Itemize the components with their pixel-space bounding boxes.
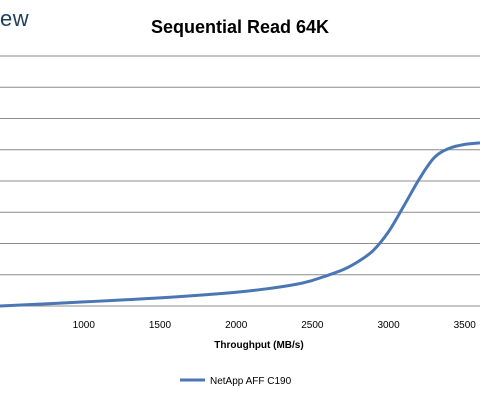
x-tick-label: 3000 <box>377 320 400 331</box>
legend-label: NetApp AFF C190 <box>210 376 292 387</box>
x-axis-ticks: 1000 1500 2000 2500 3000 3500 <box>73 320 477 331</box>
legend: NetApp AFF C190 <box>180 376 292 387</box>
x-tick-label: 1500 <box>149 320 172 331</box>
x-tick-label: 1000 <box>73 320 96 331</box>
brand-logo-fragment: ew <box>0 6 30 31</box>
x-axis-label: Throughput (MB/s) <box>214 340 303 351</box>
x-tick-label: 3500 <box>454 320 477 331</box>
gridlines <box>0 55 480 307</box>
x-tick-label: 2000 <box>225 320 248 331</box>
x-tick-label: 2500 <box>301 320 324 331</box>
series-layer <box>0 141 480 308</box>
series-line <box>0 141 480 308</box>
chart-title: Sequential Read 64K <box>151 17 329 37</box>
